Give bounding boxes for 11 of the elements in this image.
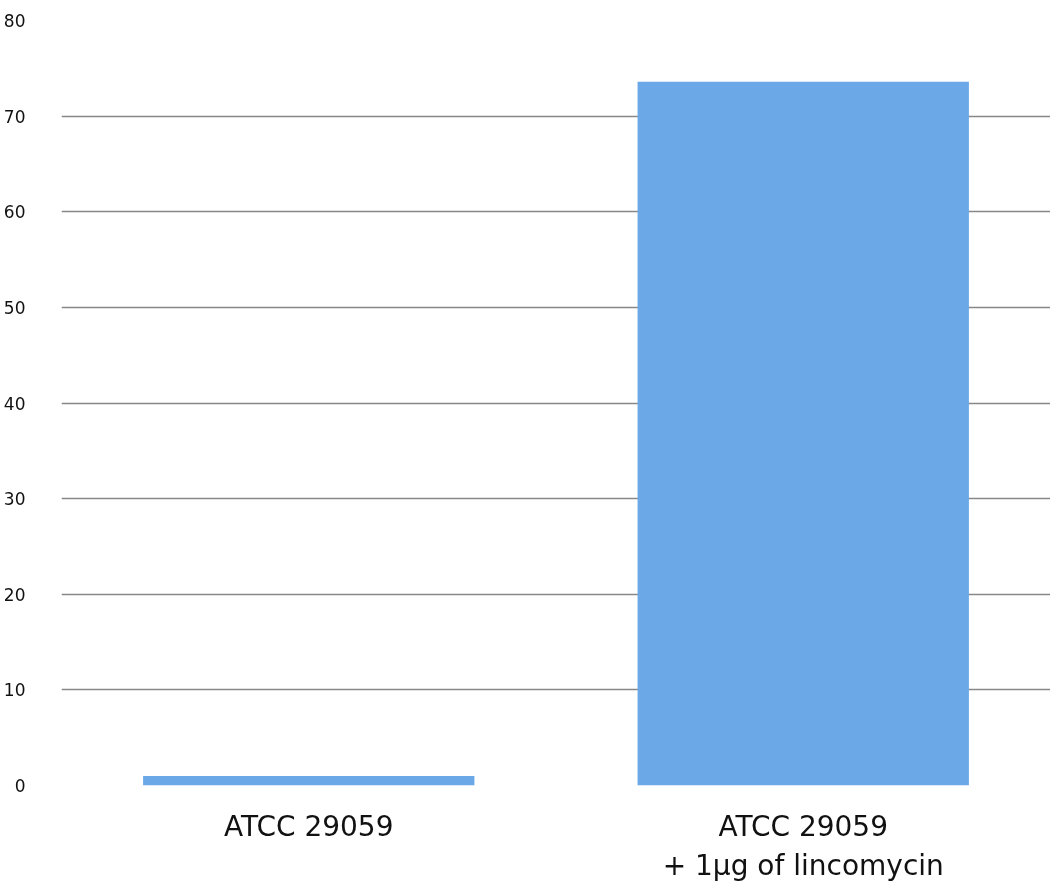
y-tick-label: 30: [3, 489, 26, 510]
x-tick-label: ATCC 29059 + 1µg of lincomycin: [662, 809, 944, 883]
y-tick-label: 40: [3, 393, 26, 414]
y-tick-label: 20: [3, 584, 26, 605]
y-tick-label: 70: [3, 106, 26, 127]
y-tick-label: 10: [3, 680, 26, 701]
y-tick-label: 60: [3, 202, 26, 223]
y-tick-label: 50: [3, 297, 26, 318]
y-tick-label: 0: [14, 776, 26, 796]
x-tick-label: ATCC 29059: [223, 809, 394, 843]
y-tick-label: 80: [3, 11, 26, 31]
